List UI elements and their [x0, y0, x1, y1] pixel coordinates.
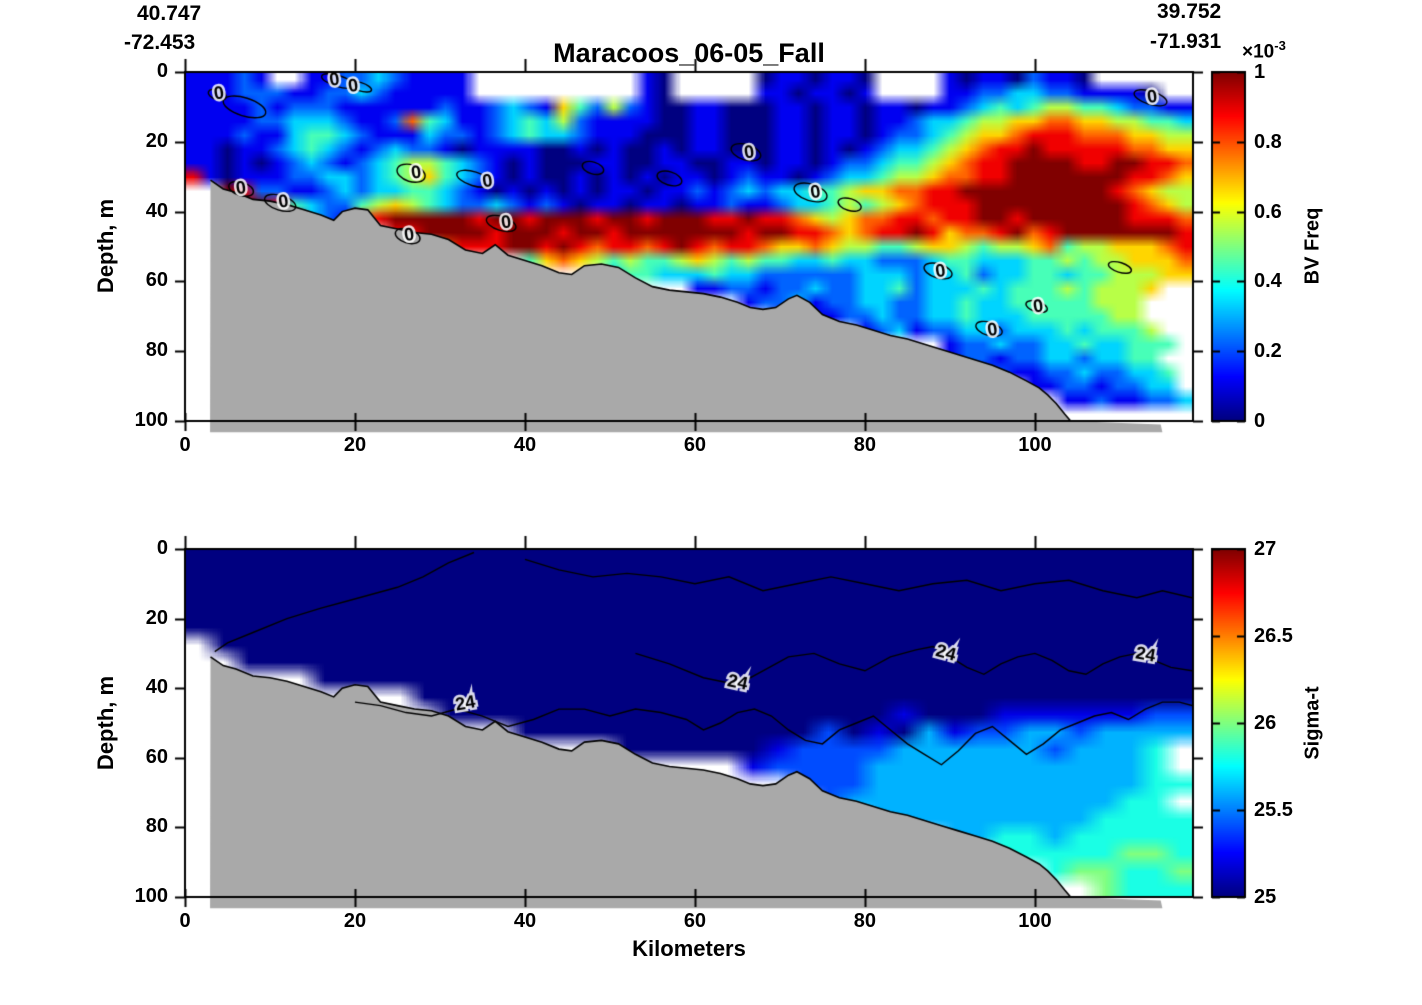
colorbar-tick-label: 0.8: [1254, 130, 1282, 153]
y-axis-label-bottom-panel: Depth, m: [93, 675, 118, 771]
y-tick-label: 60: [145, 269, 168, 292]
x-tick-label: 20: [343, 910, 367, 932]
colorbar-tick-label: 26: [1254, 711, 1277, 734]
colorbar-tick-label: 0.4: [1254, 269, 1282, 292]
y-tick-label: 80: [145, 339, 168, 362]
x-tick-label: 0: [179, 910, 191, 932]
x-tick-label: 40: [513, 910, 537, 932]
colorbar-label-bv-freq: BV Freq: [1301, 207, 1324, 285]
colorbar-multiplier: ×10-3: [1242, 38, 1286, 63]
x-tick-label: 20: [343, 434, 367, 456]
x-tick-label: 0: [179, 434, 191, 456]
colorbar-tick-label: 26.5: [1254, 624, 1293, 647]
y-tick-label: 40: [145, 199, 168, 222]
y-tick-label: 100: [134, 885, 168, 907]
x-tick-label: 60: [683, 434, 707, 456]
y-tick-label: 60: [145, 745, 168, 768]
corner-label-lon-left: -72.453: [124, 31, 196, 54]
plot-title: Maracoos_06-05_Fall: [553, 38, 825, 68]
y-tick-label: 40: [145, 676, 168, 699]
x-tick-label: 40: [513, 434, 537, 456]
y-tick-label: 20: [145, 129, 168, 152]
x-tick-label: 80: [853, 910, 877, 932]
corner-label-lon-right: -71.931: [1150, 30, 1222, 53]
x-tick-label: 60: [683, 910, 707, 932]
colorbar-tick-label: 1: [1254, 60, 1266, 83]
y-tick-label: 0: [156, 60, 168, 82]
colorbar-tick-label: 25: [1254, 885, 1277, 908]
colorbar-tick-label: 0.2: [1254, 339, 1282, 362]
colorbar-tick-label: 25.5: [1254, 798, 1293, 821]
colorbar-tick-label: 0: [1254, 409, 1266, 432]
y-tick-label: 0: [156, 537, 168, 559]
y-tick-label: 20: [145, 606, 168, 629]
corner-label-lat-left: 40.747: [137, 2, 202, 25]
y-axis-label-top-panel: Depth, m: [93, 198, 118, 294]
corner-label-lat-right: 39.752: [1157, 0, 1222, 23]
colorbar-label-sigma-t: Sigma-t: [1301, 686, 1324, 760]
colorbar-tick-label: 27: [1254, 537, 1277, 560]
x-tick-label: 80: [853, 434, 877, 456]
y-tick-label: 80: [145, 815, 168, 838]
x-tick-label: 100: [1018, 434, 1052, 456]
y-tick-label: 100: [134, 409, 168, 431]
x-axis-label: Kilometers: [632, 936, 746, 961]
colorbar-tick-label: 0.6: [1254, 200, 1282, 223]
x-tick-label: 100: [1018, 910, 1052, 932]
